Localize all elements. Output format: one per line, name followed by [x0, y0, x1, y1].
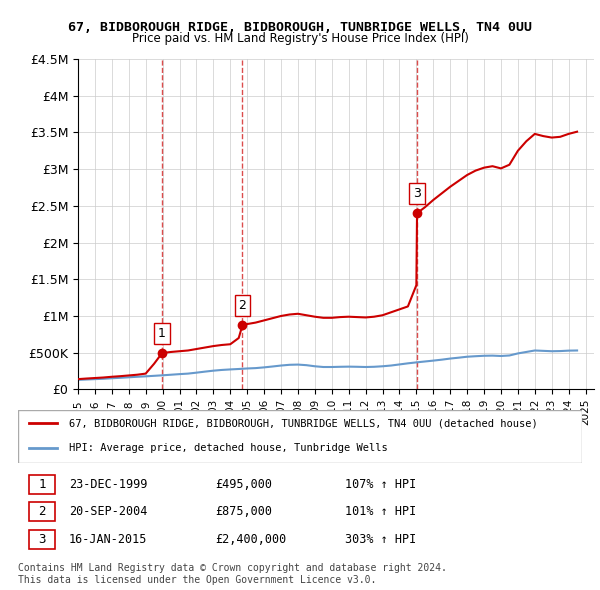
- Text: 67, BIDBOROUGH RIDGE, BIDBOROUGH, TUNBRIDGE WELLS, TN4 0UU (detached house): 67, BIDBOROUGH RIDGE, BIDBOROUGH, TUNBRI…: [69, 418, 538, 428]
- Text: Contains HM Land Registry data © Crown copyright and database right 2024.
This d: Contains HM Land Registry data © Crown c…: [18, 563, 447, 585]
- Text: 3: 3: [413, 187, 421, 200]
- FancyBboxPatch shape: [29, 530, 55, 549]
- Text: 2: 2: [239, 299, 247, 312]
- Text: 1: 1: [38, 478, 46, 491]
- Text: £875,000: £875,000: [215, 505, 272, 519]
- FancyBboxPatch shape: [18, 410, 582, 463]
- Text: HPI: Average price, detached house, Tunbridge Wells: HPI: Average price, detached house, Tunb…: [69, 443, 388, 453]
- Text: 101% ↑ HPI: 101% ↑ HPI: [345, 505, 416, 519]
- Text: 23-DEC-1999: 23-DEC-1999: [69, 478, 147, 491]
- Text: 20-SEP-2004: 20-SEP-2004: [69, 505, 147, 519]
- Text: 67, BIDBOROUGH RIDGE, BIDBOROUGH, TUNBRIDGE WELLS, TN4 0UU: 67, BIDBOROUGH RIDGE, BIDBOROUGH, TUNBRI…: [68, 21, 532, 34]
- Text: 2: 2: [38, 505, 46, 519]
- Text: £2,400,000: £2,400,000: [215, 533, 287, 546]
- Text: 3: 3: [38, 533, 46, 546]
- Text: Price paid vs. HM Land Registry's House Price Index (HPI): Price paid vs. HM Land Registry's House …: [131, 32, 469, 45]
- Text: £495,000: £495,000: [215, 478, 272, 491]
- Text: 303% ↑ HPI: 303% ↑ HPI: [345, 533, 416, 546]
- Text: 107% ↑ HPI: 107% ↑ HPI: [345, 478, 416, 491]
- Text: 1: 1: [158, 327, 166, 340]
- FancyBboxPatch shape: [29, 475, 55, 494]
- FancyBboxPatch shape: [29, 503, 55, 521]
- Text: 16-JAN-2015: 16-JAN-2015: [69, 533, 147, 546]
